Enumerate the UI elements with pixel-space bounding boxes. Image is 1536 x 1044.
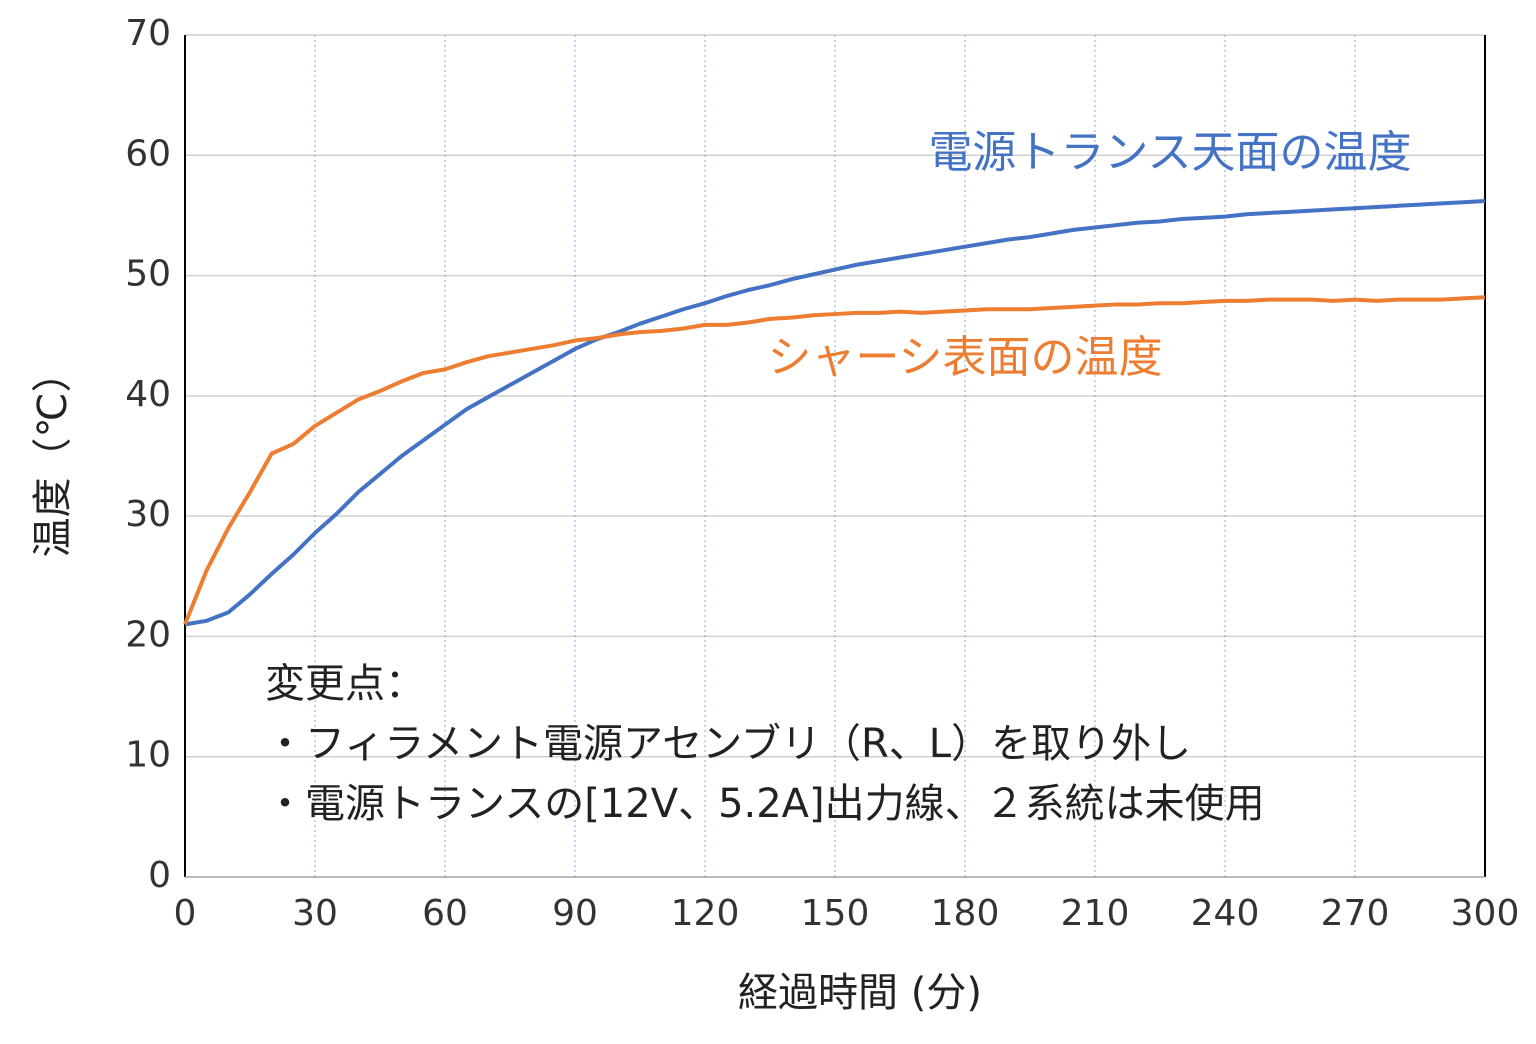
y-tick-label: 30 bbox=[125, 494, 171, 535]
annotation: ・フィラメント電源アセンブリ（R、L）を取り外し bbox=[265, 721, 1191, 767]
y-tick-label: 70 bbox=[125, 13, 171, 54]
x-tick-label: 0 bbox=[174, 893, 197, 934]
y-tick-label: 20 bbox=[125, 614, 171, 655]
x-tick-label: 150 bbox=[801, 893, 870, 934]
x-tick-label: 270 bbox=[1321, 893, 1390, 934]
x-tick-label: 30 bbox=[292, 893, 338, 934]
y-tick-label: 60 bbox=[125, 133, 171, 174]
x-tick-label: 210 bbox=[1061, 893, 1130, 934]
y-axis-title: 温度（℃） bbox=[30, 353, 76, 558]
x-tick-label: 60 bbox=[422, 893, 468, 934]
x-tick-label: 240 bbox=[1191, 893, 1260, 934]
series-label: シャーシ表面の温度 bbox=[767, 332, 1162, 383]
annotation: ・電源トランスの[12V、5.2A]出力線、２系統は未使用 bbox=[265, 781, 1265, 827]
y-tick-label: 0 bbox=[148, 855, 171, 896]
y-tick-label: 10 bbox=[125, 735, 171, 776]
series-label: 電源トランス天面の温度 bbox=[928, 127, 1411, 178]
x-tick-label: 180 bbox=[931, 893, 1000, 934]
y-tick-label: 50 bbox=[125, 254, 171, 295]
x-tick-label: 300 bbox=[1451, 893, 1520, 934]
annotation: 変更点： bbox=[265, 661, 425, 707]
series-line bbox=[184, 198, 1486, 627]
x-axis-title: 経過時間 (分) bbox=[738, 970, 982, 1016]
y-tick-label: 40 bbox=[125, 374, 171, 415]
series-line bbox=[183, 295, 1486, 626]
x-tick-label: 90 bbox=[552, 893, 598, 934]
x-tick-label: 120 bbox=[671, 893, 740, 934]
